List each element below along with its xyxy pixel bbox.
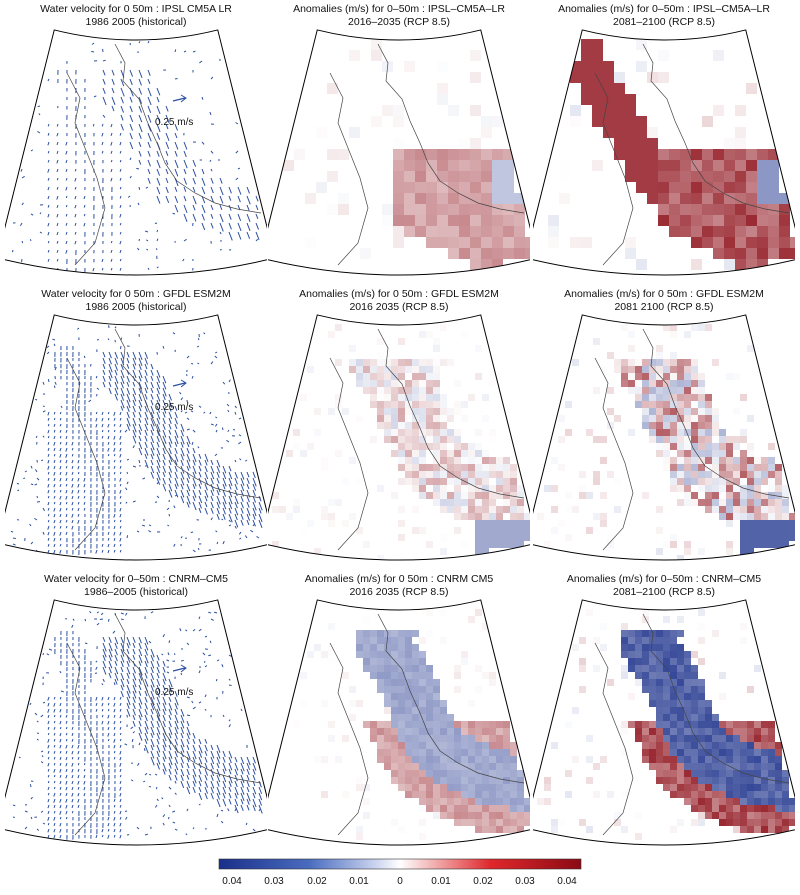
reference-arrow-label: 0.25 m/s (155, 402, 193, 413)
colorbar-tick: 0.04 (222, 876, 242, 887)
panel-ipsl-anomaly-2081: Anomalies (m/s) for 0–50m : IPSL–CM5A–LR… (533, 3, 795, 278)
map-svg: 0.25 m/s (5, 3, 267, 278)
colorbar-tick: 0.03 (264, 876, 284, 887)
map-body (548, 39, 795, 270)
colorbar-tick: 0.02 (307, 876, 327, 887)
map-svg (268, 573, 530, 848)
reference-arrow (173, 380, 186, 387)
colorbar-tick: 0.01 (349, 876, 369, 887)
anomaly-cells (283, 39, 530, 270)
panel-ipsl-anomaly-2016: Anomalies (m/s) for 0–50m : IPSL–CM5A–LR… (268, 3, 530, 278)
map-body (537, 324, 795, 562)
map-frame (5, 600, 267, 845)
map-svg (533, 573, 795, 848)
map-body (272, 324, 530, 562)
map-svg: 0.25 m/s (5, 573, 267, 848)
reference-arrow-label: 0.25 m/s (155, 687, 193, 698)
velocity-arrows (13, 611, 262, 839)
colorbar-tick: 0.01 (431, 876, 451, 887)
map-frame (5, 30, 267, 275)
colorbar-svg: 0.04 0.03 0.02 0.01 0 0.01 0.02 0.03 0.0… (218, 858, 582, 890)
map-body: 0.25 m/s (11, 325, 262, 555)
panel-gfdl-anomaly-2016: Anomalies (m/s) for 0 50m : GFDL ESM2M 2… (268, 288, 530, 563)
coastline (67, 44, 261, 265)
reference-arrow (173, 665, 186, 672)
colorbar-tick: 0.02 (473, 876, 493, 887)
velocity-arrows (11, 325, 262, 555)
panel-ipsl-velocity: Water velocity for 0 50m : IPSL CM5A LR … (5, 3, 267, 278)
map-svg: 0.25 m/s (5, 288, 267, 563)
map-body (283, 39, 530, 270)
colorbar-ticks: 0.04 0.03 0.02 0.01 0 0.01 0.02 0.03 0.0… (222, 876, 577, 887)
panel-cnrm-anomaly-2016: Anomalies (m/s) for 0 50m : CNRM CM5 201… (268, 573, 530, 848)
map-body: 0.25 m/s (12, 41, 261, 273)
map-svg (268, 3, 530, 278)
anomaly-cells (537, 609, 795, 847)
colorbar-tick: 0.04 (557, 876, 577, 887)
map-body: 0.25 m/s (13, 611, 262, 839)
reference-arrow (173, 95, 186, 102)
map-svg (533, 3, 795, 278)
colorbar-tick: 0 (397, 876, 403, 887)
map-frame (5, 315, 267, 560)
colorbar-gradient (219, 859, 581, 869)
panel-cnrm-anomaly-2081: Anomalies (m/s) for 0–50m : CNRM–CM5 208… (533, 573, 795, 848)
anomaly-cells (293, 609, 530, 847)
colorbar: 0.04 0.03 0.02 0.01 0 0.01 0.02 0.03 0.0… (218, 858, 582, 890)
anomaly-cells (537, 324, 795, 562)
map-body (537, 609, 795, 847)
panel-cnrm-velocity: Water velocity for 0–50m : CNRM–CM5 1986… (5, 573, 267, 848)
map-body (293, 609, 530, 847)
anomaly-cells (548, 39, 795, 270)
map-svg (533, 288, 795, 563)
colorbar-tick: 0.03 (515, 876, 535, 887)
velocity-arrows (12, 41, 259, 273)
panel-gfdl-anomaly-2081: Anomalies (m/s) for 0 50m : GFDL ESM2M 2… (533, 288, 795, 563)
reference-arrow-label: 0.25 m/s (155, 117, 193, 128)
anomaly-cells (272, 324, 530, 562)
panel-gfdl-velocity: Water velocity for 0 50m : GFDL ESM2M 19… (5, 288, 267, 563)
map-svg (268, 288, 530, 563)
